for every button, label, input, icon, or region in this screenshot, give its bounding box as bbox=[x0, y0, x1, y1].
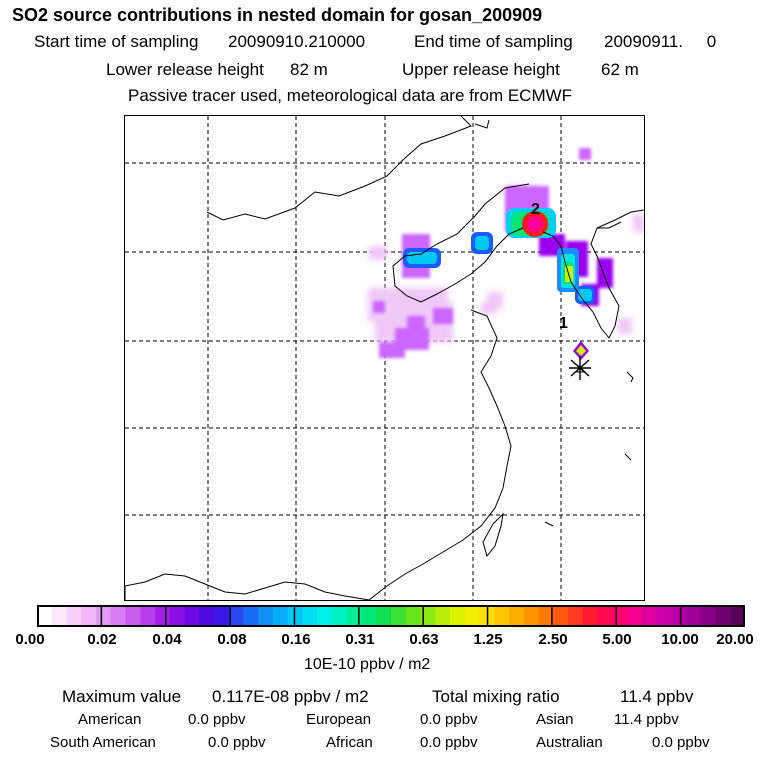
colorbar-segment bbox=[464, 605, 480, 627]
lower-release-label: Lower release height bbox=[106, 60, 264, 79]
colorbar-segment bbox=[597, 605, 613, 627]
colorbar-segment bbox=[523, 605, 539, 627]
colorbar-segment bbox=[656, 605, 672, 627]
colorbar-segment bbox=[302, 605, 318, 627]
lower-release-value: 82 m bbox=[290, 60, 328, 79]
start-time-label: Start time of sampling bbox=[34, 32, 199, 51]
colorbar-tick: 0.00 bbox=[15, 631, 45, 648]
colorbar-tick: 10.00 bbox=[661, 631, 699, 648]
colorbar-segment bbox=[376, 605, 392, 627]
colorbar-segment bbox=[273, 605, 289, 627]
colorbar-segment bbox=[346, 605, 362, 627]
colorbar-segment bbox=[317, 605, 333, 627]
upper-release-label: Upper release height bbox=[402, 60, 560, 79]
colorbar-segment bbox=[37, 605, 53, 627]
colorbar-segment bbox=[700, 605, 716, 627]
total-mixing-value: 11.4 ppbv bbox=[620, 687, 694, 706]
colorbar-segment bbox=[184, 605, 200, 627]
american-value: 0.0 ppbv bbox=[188, 711, 246, 728]
source-label-1: 1 bbox=[559, 315, 568, 332]
european-value: 0.0 ppbv bbox=[420, 711, 478, 728]
colorbar-segment bbox=[66, 605, 82, 627]
american-label: American bbox=[78, 711, 142, 728]
end-time-value: 20090911. 0 bbox=[604, 32, 717, 51]
colorbar-segment bbox=[214, 605, 230, 627]
colorbar-segment bbox=[96, 605, 112, 627]
australian-value: 0.0 ppbv bbox=[652, 734, 710, 751]
colorbar-tick: 0.16 bbox=[281, 631, 311, 648]
upper-release-value: 62 m bbox=[601, 60, 639, 79]
colorbar-tick: 0.31 bbox=[345, 631, 375, 648]
african-value: 0.0 ppbv bbox=[420, 734, 478, 751]
colorbar-segment bbox=[641, 605, 657, 627]
colorbar-tick: 20.00 bbox=[716, 631, 754, 648]
colorbar-segment bbox=[494, 605, 510, 627]
colorbar-segment bbox=[243, 605, 259, 627]
colorbar-segment bbox=[110, 605, 126, 627]
total-mixing-label: Total mixing ratio bbox=[432, 687, 560, 706]
source-label-2: 2 bbox=[531, 201, 540, 218]
asian-label: Asian bbox=[536, 711, 574, 728]
colorbar-tick: 0.04 bbox=[152, 631, 182, 648]
coastline bbox=[125, 116, 644, 600]
colorbar-segment bbox=[582, 605, 598, 627]
colorbar-segment bbox=[361, 605, 377, 627]
colorbar-segment bbox=[51, 605, 67, 627]
max-value: 0.117E-08 ppbv / m2 bbox=[212, 687, 369, 706]
colorbar-tick: 0.02 bbox=[87, 631, 117, 648]
colorbar-segment bbox=[715, 605, 731, 627]
south-american-label: South American bbox=[50, 734, 156, 751]
end-time-label: End time of sampling bbox=[414, 32, 573, 51]
page-title: SO2 source contributions in nested domai… bbox=[12, 5, 543, 25]
colorbar-segment bbox=[405, 605, 421, 627]
colorbar-segment bbox=[199, 605, 215, 627]
colorbar-segment bbox=[450, 605, 466, 627]
colorbar-segment bbox=[81, 605, 97, 627]
colorbar-segment bbox=[169, 605, 185, 627]
colorbar-segment bbox=[155, 605, 171, 627]
asterisk-icon bbox=[569, 356, 591, 380]
colorbar-tick: 5.00 bbox=[602, 631, 632, 648]
colorbar-segment bbox=[612, 605, 628, 627]
map-canvas: 2 1 bbox=[125, 116, 644, 600]
lat-lon-grid bbox=[125, 116, 644, 600]
start-time-value: 20090910.210000 bbox=[228, 32, 366, 51]
colorbar-segment bbox=[671, 605, 687, 627]
colorbar-segment bbox=[509, 605, 525, 627]
colorbar-segment bbox=[258, 605, 274, 627]
south-american-value: 0.0 ppbv bbox=[208, 734, 266, 751]
colorbar-segment bbox=[391, 605, 407, 627]
colorbar-segment bbox=[420, 605, 436, 627]
european-label: European bbox=[306, 711, 372, 728]
asian-value: 11.4 ppbv bbox=[614, 711, 679, 728]
colorbar-segment bbox=[627, 605, 643, 627]
colorbar-segment bbox=[538, 605, 554, 627]
colorbar-segment bbox=[228, 605, 244, 627]
colorbar bbox=[37, 605, 745, 627]
colorbar-tick: 2.50 bbox=[538, 631, 568, 648]
max-value-label: Maximum value bbox=[62, 687, 182, 706]
australian-label: Australian bbox=[536, 734, 603, 751]
colorbar-segment bbox=[140, 605, 156, 627]
colorbar-segment bbox=[287, 605, 303, 627]
colorbar-tick: 0.63 bbox=[409, 631, 439, 648]
colorbar-tick: 0.08 bbox=[217, 631, 247, 648]
colorbar-unit: 10E-10 ppbv / m2 bbox=[304, 656, 431, 673]
tracer-note: Passive tracer used, meteorological data… bbox=[128, 86, 573, 105]
colorbar-segment bbox=[332, 605, 348, 627]
colorbar-segment bbox=[568, 605, 584, 627]
colorbar-border bbox=[37, 605, 745, 627]
african-label: African bbox=[326, 734, 373, 751]
colorbar-segment bbox=[730, 605, 745, 627]
concentration-plume bbox=[368, 148, 644, 360]
colorbar-segment bbox=[435, 605, 451, 627]
map-panel: 2 1 bbox=[124, 115, 645, 601]
colorbar-segment bbox=[125, 605, 141, 627]
colorbar-segment bbox=[553, 605, 569, 627]
colorbar-segment bbox=[686, 605, 702, 627]
colorbar-tick: 1.25 bbox=[473, 631, 503, 648]
